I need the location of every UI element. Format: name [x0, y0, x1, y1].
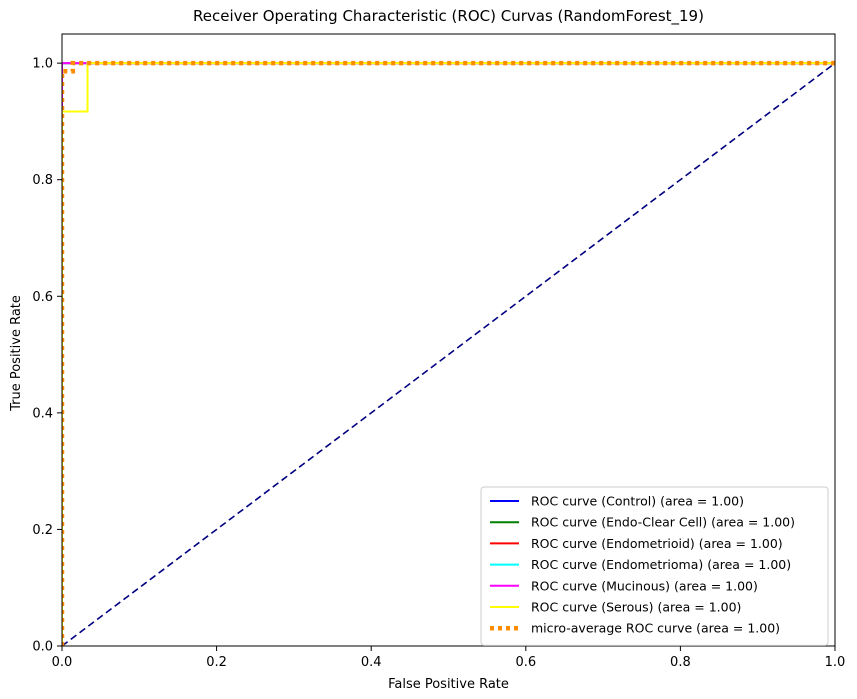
- y-tick-label: 1.0: [32, 57, 53, 72]
- x-tick-label: 0.0: [52, 655, 73, 670]
- legend-label-5: ROC curve (Mucinous) (area = 1.00): [531, 578, 758, 593]
- axes-frame: [61, 33, 836, 647]
- x-tick-label: 0.2: [206, 655, 227, 670]
- legend-box: [480, 486, 829, 646]
- y-tick-label: 0.0: [32, 640, 53, 655]
- legend-label-1: ROC curve (Control) (area = 1.00): [531, 494, 744, 509]
- y-tick-label: 0.2: [32, 523, 53, 538]
- plot-series-group: [62, 60, 835, 646]
- chart-title: Receiver Operating Characteristic (ROC) …: [193, 7, 704, 26]
- series-line-7: [62, 60, 835, 646]
- x-tick-label: 1.0: [825, 655, 846, 670]
- legend-label-6: ROC curve (Serous) (area = 1.00): [531, 600, 741, 615]
- legend-label-3: ROC curve (Endometrioid) (area = 1.00): [531, 536, 783, 551]
- chance-reference-line: [62, 62, 835, 646]
- x-tick-label: 0.4: [361, 655, 382, 670]
- legend-label-2: ROC curve (Endo-Clear Cell) (area = 1.00…: [531, 515, 795, 530]
- y-tick-label: 0.4: [32, 406, 53, 421]
- x-tick-label: 0.6: [515, 655, 536, 670]
- axes: 0.0 0.2 0.4 0.6 0.8 1.0 0.0 0.2 0.4 0.6 0.8 1.0: [32, 33, 846, 670]
- legend-label-7: micro-average ROC curve (area = 1.00): [531, 621, 780, 636]
- y-tick-label: 0.8: [32, 173, 53, 188]
- x-axis-title: False Positive Rate: [388, 677, 509, 692]
- y-tick-label: 0.6: [32, 290, 53, 305]
- x-tick-label: 0.8: [670, 655, 691, 670]
- legend-label-4: ROC curve (Endometrioma) (area = 1.00): [531, 557, 791, 572]
- legend: ROC curve (Control) (area = 1.00) ROC cur…: [480, 486, 829, 646]
- y-axis-title: True Positive Rate: [9, 295, 24, 412]
- plot-area: [62, 60, 835, 646]
